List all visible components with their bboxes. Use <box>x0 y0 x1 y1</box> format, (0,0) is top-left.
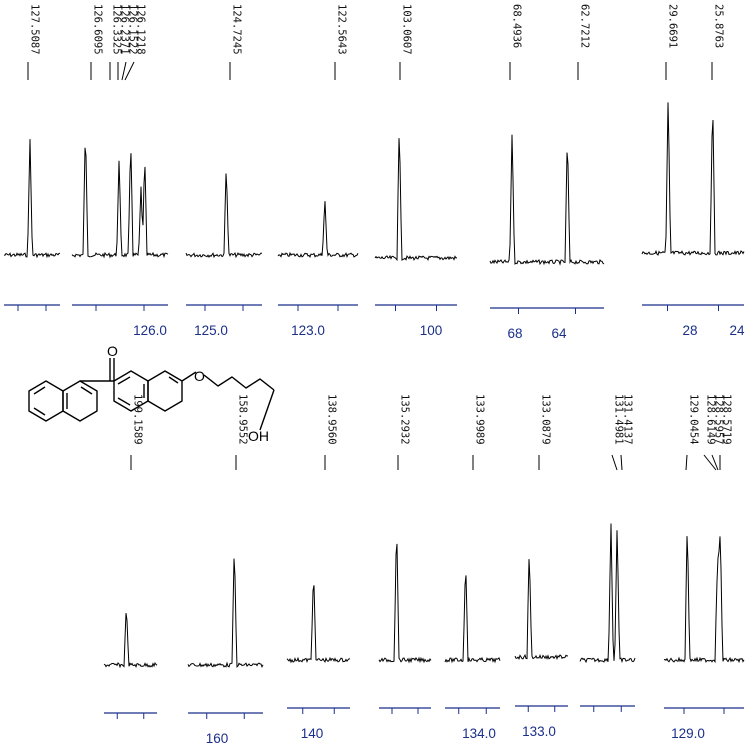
peak-label-bottom-5: 133.9989 <box>474 394 486 445</box>
peak-label-top-7: 124.7245 <box>231 4 243 55</box>
naphthalene-ring-1b <box>62 380 98 422</box>
peak-label-top-10: 68.4936 <box>511 4 523 48</box>
naphthalene-ring-2b <box>147 370 183 412</box>
axis-tick-label: 129.0 <box>671 726 705 741</box>
peak-label-top-8: 122.5643 <box>336 4 348 55</box>
axis-tick-label: 125.0 <box>194 323 228 338</box>
peak-connector-bottom-11 <box>711 454 719 471</box>
naphthalene-ring-1a <box>28 380 64 422</box>
hydroxyl-bond <box>259 389 275 431</box>
axis-tick-label: 64 <box>551 326 567 341</box>
peak-label-top-12: 29.6691 <box>667 4 679 48</box>
peak-label-bottom-10: 128.6149 <box>705 394 717 445</box>
spectrum-trace-top-1 <box>3 139 61 259</box>
spectrum-trace-top-5 <box>374 138 458 262</box>
peak-label-bottom-3: 138.9560 <box>326 394 338 445</box>
peak-label-top-3: 126.3325 <box>111 4 123 55</box>
peak-label-top-9: 103.0607 <box>401 4 413 55</box>
peak-connector-top-5 <box>121 61 127 81</box>
carbonyl-oxygen-label: O <box>107 343 118 359</box>
spectrum-trace-bottom-6 <box>514 559 569 661</box>
spectrum-trace-bottom-7 <box>579 523 636 664</box>
spectrum-trace-bottom-8 <box>663 536 745 664</box>
spectrum-trace-top-4 <box>277 201 359 259</box>
axis-tick-label: 133.0 <box>522 724 556 739</box>
hydroxyl-label: OH <box>248 428 269 444</box>
axis-tick-label: 24 <box>729 323 745 338</box>
peak-label-bottom-9: 129.0454 <box>688 394 700 445</box>
peak-label-bottom-2: 158.9552 <box>237 394 249 445</box>
peak-connector-bottom-10 <box>703 454 717 471</box>
spectrum-trace-top-7 <box>641 102 745 256</box>
axis-tick-label: 126.0 <box>133 323 167 338</box>
peak-connector-bottom-7 <box>611 454 618 471</box>
peak-label-bottom-1: 199.1589 <box>132 394 144 445</box>
spectra-layer <box>3 102 745 669</box>
butyl-chain <box>203 374 275 391</box>
peak-label-top-6: 126.1218 <box>135 4 147 55</box>
spectrum-trace-bottom-5 <box>444 575 501 664</box>
axis-tick-label: 100 <box>420 323 443 338</box>
peak-label-top-4: 126.2371 <box>119 4 131 55</box>
peak-label-bottom-8: 131.4137 <box>622 394 634 445</box>
spectrum-trace-top-6 <box>489 134 605 266</box>
peak-label-bottom-12: 128.5719 <box>721 394 733 445</box>
peak-label-bottom-4: 135.2932 <box>399 394 411 445</box>
axis-tick-label: 160 <box>206 731 229 746</box>
spectrum-trace-top-3 <box>185 173 263 259</box>
peak-connector-bottom-8 <box>620 454 623 471</box>
peak-label-bottom-6: 133.0879 <box>540 394 552 445</box>
spectrum-trace-bottom-4 <box>378 543 432 664</box>
ether-oxygen-label: O <box>194 368 205 384</box>
spectrum-trace-bottom-3 <box>286 585 350 664</box>
peak-label-top-13: 25.8763 <box>713 4 725 48</box>
peak-connector-bottom-9 <box>685 454 688 471</box>
spectrum-trace-bottom-1 <box>103 613 158 669</box>
axis-tick-label: 140 <box>301 726 324 741</box>
axis-tick-label: 123.0 <box>291 323 325 338</box>
peak-label-bottom-7: 131.4981 <box>613 394 625 445</box>
axis-tick-label: 134.0 <box>462 726 496 741</box>
spectrum-trace-top-2 <box>71 147 169 259</box>
peak-label-top-2: 126.6095 <box>92 4 104 55</box>
peak-connector-top-6 <box>124 61 135 81</box>
peak-label-top-1: 127.5087 <box>29 4 41 55</box>
peak-labels-layer: 127.5087 126.6095 126.3325126.2371126.1522… <box>27 4 733 471</box>
peak-label-top-11: 62.7212 <box>579 4 591 48</box>
peak-label-bottom-11: 128.5957 <box>713 394 725 445</box>
peak-label-top-5: 126.1522 <box>127 4 139 55</box>
spectrum-trace-bottom-2 <box>187 558 264 669</box>
ether-bond <box>181 371 197 382</box>
axis-tick-label: 28 <box>682 323 697 338</box>
axes-layer: 126.0 125.0 123.0 100 68 64 28 24 160 140 134.0 133… <box>4 304 745 746</box>
molecule-structure: O O OH <box>28 343 275 444</box>
axis-tick-label: 68 <box>507 326 522 341</box>
